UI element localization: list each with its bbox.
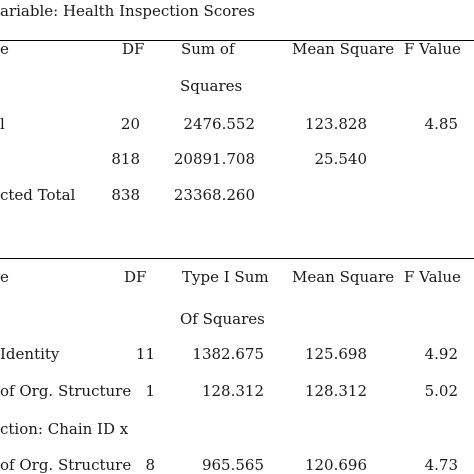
table1-header-df: DF (122, 40, 145, 58)
table2-header-df: DF (124, 268, 147, 286)
row-ss: 1382.675 (192, 345, 264, 363)
row-ss: 23368.260 (173, 186, 255, 204)
table-title: ariable: Health Inspection Scores (0, 2, 256, 20)
row-df: 818 (111, 150, 140, 168)
row-f: 4.85 (424, 115, 458, 133)
row-df: 1 (145, 382, 155, 400)
row-ms: 123.828 (304, 115, 367, 133)
row-ss: 965.565 (201, 456, 264, 474)
row-ms: 25.540 (314, 150, 368, 168)
table1-header-source: e (0, 40, 9, 58)
row-source: l (0, 115, 5, 133)
row-df: 838 (111, 186, 140, 204)
table1-header-ms: Mean Square (292, 40, 395, 58)
row-ms: 120.696 (304, 456, 367, 474)
row-ss: 20891.708 (173, 150, 255, 168)
table2-header-ss-line2: Of Squares (180, 310, 265, 328)
table1-header-ss-line2: Squares (180, 77, 243, 95)
row-df: 8 (145, 456, 155, 474)
row-source: Identity (0, 345, 60, 363)
table2-header-f: F Value (404, 268, 461, 286)
table1-header-f: F Value (404, 40, 461, 58)
row-source: of Org. Structure (0, 382, 132, 400)
table2-top-rule (0, 258, 474, 259)
table2-header-ss-line1: Type I Sum (182, 268, 269, 286)
row-f: 5.02 (424, 382, 458, 400)
row-ss: 128.312 (201, 382, 264, 400)
table2-header-ms: Mean Square (292, 268, 395, 286)
row-df: 20 (120, 115, 140, 133)
table2-header-source: e (0, 268, 9, 286)
row-f: 4.92 (424, 345, 458, 363)
table1-top-rule (0, 40, 474, 41)
row-source: of Org. Structure (0, 456, 132, 474)
table1-header-ss-line1: Sum of (181, 40, 235, 58)
row-ms: 125.698 (304, 345, 367, 363)
row-ss: 2476.552 (183, 115, 255, 133)
row-f: 4.73 (424, 456, 458, 474)
row-source: cted Total (0, 186, 76, 204)
row-ms: 128.312 (304, 382, 367, 400)
row-source: ction: Chain ID x (0, 420, 129, 438)
row-df: 11 (135, 345, 155, 363)
